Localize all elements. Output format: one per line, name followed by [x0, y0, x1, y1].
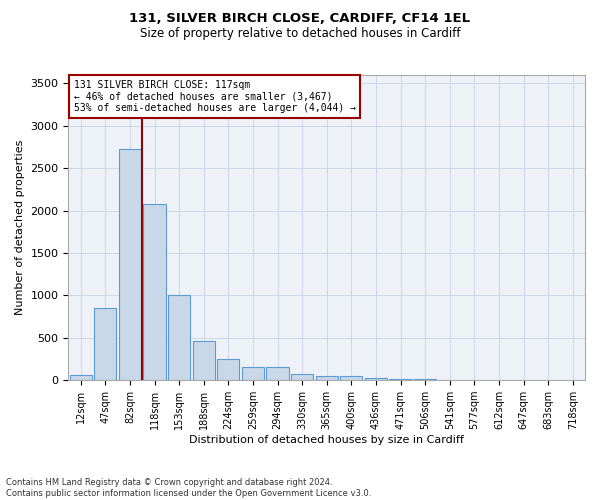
Text: 131, SILVER BIRCH CLOSE, CARDIFF, CF14 1EL: 131, SILVER BIRCH CLOSE, CARDIFF, CF14 1… — [130, 12, 470, 26]
Bar — [70, 375, 92, 380]
Bar — [168, 294, 190, 380]
X-axis label: Distribution of detached houses by size in Cardiff: Distribution of detached houses by size … — [189, 435, 464, 445]
Bar — [143, 204, 166, 380]
Text: Contains HM Land Registry data © Crown copyright and database right 2024.
Contai: Contains HM Land Registry data © Crown c… — [6, 478, 371, 498]
Bar — [119, 149, 141, 380]
Text: 131 SILVER BIRCH CLOSE: 117sqm
← 46% of detached houses are smaller (3,467)
53% : 131 SILVER BIRCH CLOSE: 117sqm ← 46% of … — [74, 80, 356, 113]
Bar — [365, 378, 387, 380]
Bar — [291, 374, 313, 380]
Bar — [266, 367, 289, 380]
Bar — [94, 308, 116, 380]
Bar — [242, 367, 264, 380]
Bar — [217, 359, 239, 380]
Bar — [389, 379, 412, 380]
Y-axis label: Number of detached properties: Number of detached properties — [15, 140, 25, 316]
Bar — [340, 376, 362, 380]
Text: Size of property relative to detached houses in Cardiff: Size of property relative to detached ho… — [140, 28, 460, 40]
Bar — [316, 376, 338, 380]
Bar — [193, 341, 215, 380]
